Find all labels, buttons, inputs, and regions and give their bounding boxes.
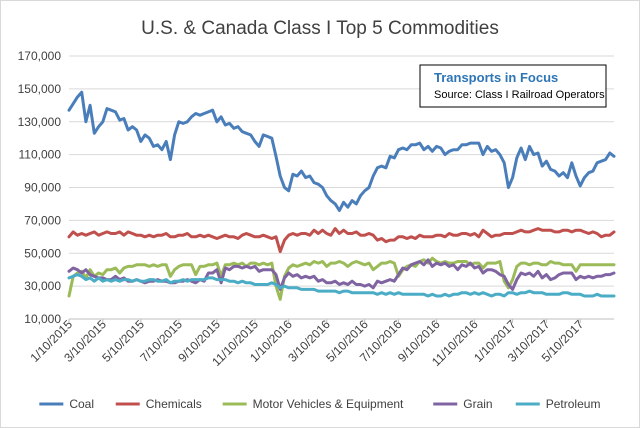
- y-tick-label: 10,000: [24, 312, 61, 326]
- y-tick-label: 90,000: [24, 181, 61, 195]
- legend-label-chemicals: Chemicals: [146, 397, 202, 411]
- legend-label-grain: Grain: [463, 397, 492, 411]
- annotation-title: Transports in Focus: [434, 70, 558, 85]
- series-line-chemicals: [67, 227, 616, 254]
- series-line-coal: [67, 90, 616, 212]
- y-tick-label: 150,000: [18, 82, 62, 96]
- series-line-motor-vehicles-equipment: [67, 256, 616, 301]
- y-tick-label: 110,000: [19, 148, 62, 162]
- annotation-source: Source: Class I Railroad Operators: [434, 89, 605, 101]
- y-tick-label: 130,000: [18, 115, 62, 129]
- legend-label-coal: Coal: [69, 397, 94, 411]
- y-tick-label: 50,000: [24, 246, 61, 260]
- annotation-frame: [419, 64, 607, 108]
- y-tick-label: 70,000: [24, 213, 61, 227]
- legend-label-petroleum: Petroleum: [546, 397, 601, 411]
- annotation-box: Transports in Focus Source: Class I Rail…: [419, 64, 607, 108]
- series-lines: [67, 90, 616, 301]
- chart-title: U.S. & Canada Class I Top 5 Commodities: [141, 18, 499, 39]
- series-line-petroleum: [67, 273, 616, 298]
- y-tick-label: 170,000: [18, 49, 62, 63]
- legend-label-motor-vehicles-equipment: Motor Vehicles & Equipment: [253, 397, 404, 411]
- legend: Coal Chemicals Motor Vehicles & Equipment G…: [39, 397, 600, 411]
- y-tick-label: 30,000: [24, 279, 61, 293]
